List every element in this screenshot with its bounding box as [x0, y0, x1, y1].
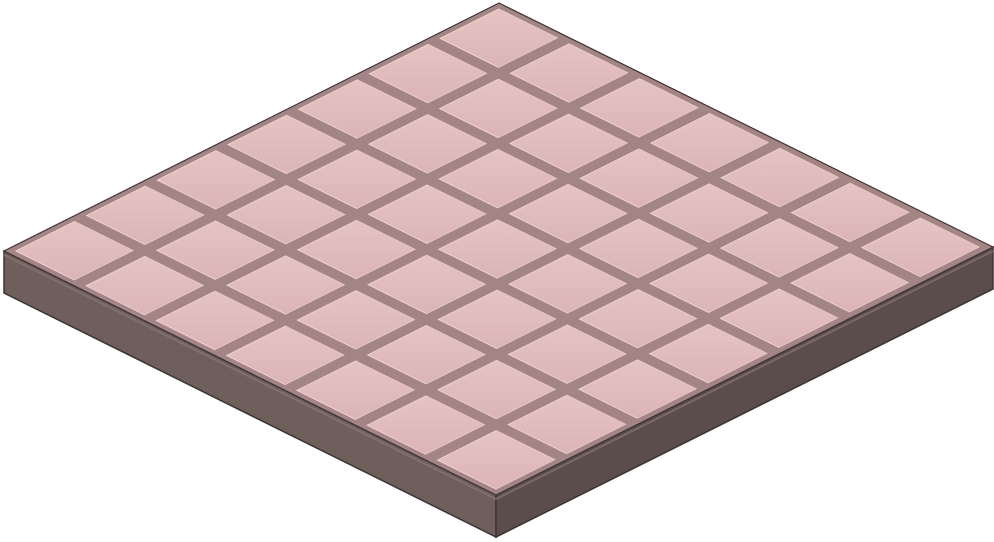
tile-bevel [438, 149, 499, 209]
tile-bevel [578, 218, 639, 279]
board-edge-highlight [3, 250, 994, 501]
tile-bevel [296, 290, 357, 350]
tile-bevel [860, 217, 921, 277]
tile-bevel [649, 253, 710, 313]
tile-bevel [367, 254, 428, 315]
tile-bevel [579, 148, 640, 208]
tile-bevel [156, 150, 217, 210]
tile-bevel [508, 113, 570, 173]
tile-bevel [579, 78, 640, 138]
tile-bevel [297, 79, 358, 139]
tile-bevel [296, 219, 357, 280]
tile-bevel [577, 359, 639, 419]
tile-bevel [368, 43, 429, 104]
tile-bevel [719, 288, 780, 348]
tile-bevel [436, 359, 498, 420]
tile-bevel [790, 182, 851, 243]
tile-bevel [366, 325, 427, 385]
tile-bevel [297, 149, 358, 209]
tile-bevel [436, 430, 497, 490]
tile-bevel [649, 113, 711, 173]
tile-bevel [367, 114, 429, 174]
tile-bevel [508, 183, 569, 244]
tile-bevel [507, 324, 568, 384]
tile-bevel [439, 8, 500, 68]
tile-bevel [649, 183, 710, 243]
tile-bevel [648, 323, 709, 384]
tile-grid [14, 8, 981, 490]
tile-bevel [14, 221, 75, 281]
tile-bevel [719, 218, 780, 278]
tile-bevel [578, 289, 639, 349]
tile-bevel [226, 185, 287, 245]
tile-bevel [720, 147, 781, 208]
tile-bevel [367, 184, 428, 244]
tile-bevel [226, 114, 288, 175]
tile-bevel [155, 220, 216, 280]
tile-bevel [508, 254, 569, 314]
tile-bevel [437, 219, 498, 279]
tile-bevel [437, 289, 498, 349]
tile-bevel [790, 253, 851, 313]
tile-bevel [295, 360, 357, 420]
tile-bevel [226, 255, 287, 315]
tile-bevel [509, 43, 570, 103]
tile-bevel [85, 255, 146, 316]
tile-bevel [507, 394, 568, 455]
tile-bevel [85, 185, 146, 245]
tile-bevel [155, 290, 216, 351]
tile-bevel [438, 78, 499, 139]
tile-bevel [225, 325, 286, 385]
tile-bevel [366, 395, 427, 455]
